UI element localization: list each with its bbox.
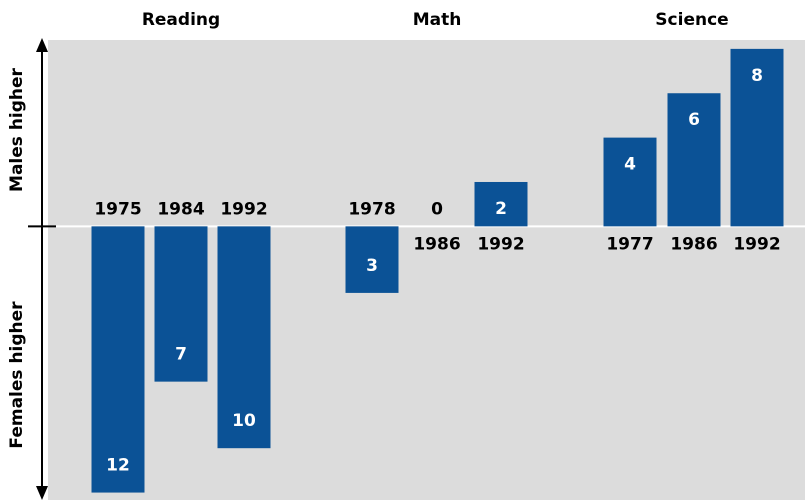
group-title: Math bbox=[413, 10, 462, 30]
value-label: 2 bbox=[495, 199, 507, 219]
bar bbox=[154, 226, 208, 382]
x-tick-label: 1984 bbox=[157, 199, 204, 219]
bar bbox=[667, 93, 721, 227]
x-tick-label: 1992 bbox=[220, 199, 267, 219]
bar bbox=[474, 181, 528, 227]
value-label: 12 bbox=[106, 456, 130, 476]
value-label: 4 bbox=[624, 155, 636, 175]
bar bbox=[603, 137, 657, 227]
value-label: 8 bbox=[751, 66, 763, 86]
value-label: 0 bbox=[431, 199, 443, 219]
arrow-down bbox=[36, 486, 48, 500]
x-tick-label: 1992 bbox=[477, 234, 524, 254]
x-tick-label: 1978 bbox=[348, 199, 395, 219]
bar bbox=[730, 48, 784, 227]
bar bbox=[217, 226, 271, 449]
y-label-bottom: Females higher bbox=[7, 301, 27, 449]
arrow-up bbox=[36, 38, 48, 52]
value-label: 7 bbox=[175, 345, 187, 365]
bar bbox=[345, 226, 399, 293]
x-tick-label: 1986 bbox=[413, 234, 460, 254]
x-tick-label: 1992 bbox=[733, 234, 780, 254]
y-label-top: Males higher bbox=[7, 67, 27, 192]
bar bbox=[91, 226, 145, 493]
x-tick-label: 1977 bbox=[606, 234, 653, 254]
group-title: Science bbox=[655, 10, 728, 30]
value-label: 6 bbox=[688, 110, 700, 130]
x-tick-label: 1986 bbox=[670, 234, 717, 254]
value-label: 10 bbox=[232, 411, 256, 431]
value-label: 3 bbox=[366, 256, 378, 276]
x-tick-label: 1975 bbox=[94, 199, 141, 219]
group-title: Reading bbox=[142, 10, 220, 30]
